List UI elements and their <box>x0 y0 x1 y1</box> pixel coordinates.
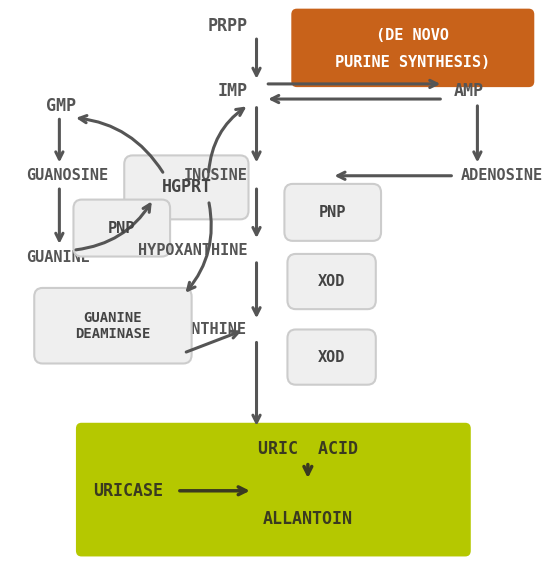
FancyBboxPatch shape <box>73 200 170 256</box>
Text: XOD: XOD <box>318 350 345 364</box>
Text: PNP: PNP <box>319 205 346 220</box>
Text: HGPRT: HGPRT <box>162 178 211 196</box>
Text: INOSINE: INOSINE <box>183 168 247 183</box>
FancyBboxPatch shape <box>284 184 381 241</box>
Text: URICASE: URICASE <box>93 482 163 500</box>
Text: HYPOXANTHINE: HYPOXANTHINE <box>138 243 247 258</box>
FancyBboxPatch shape <box>76 423 471 557</box>
FancyBboxPatch shape <box>287 329 376 385</box>
FancyBboxPatch shape <box>124 155 249 220</box>
Text: PURINE SYNTHESIS): PURINE SYNTHESIS) <box>335 55 491 70</box>
FancyBboxPatch shape <box>34 288 191 363</box>
Text: GUANOSINE: GUANOSINE <box>26 168 108 183</box>
Text: GUANINE: GUANINE <box>26 249 90 265</box>
Text: AMP: AMP <box>454 82 484 100</box>
FancyBboxPatch shape <box>291 9 534 87</box>
Text: PNP: PNP <box>108 221 135 235</box>
Text: ADENOSINE: ADENOSINE <box>461 168 543 183</box>
Text: IMP: IMP <box>217 82 247 100</box>
Text: (DE NOVO: (DE NOVO <box>376 27 450 43</box>
Text: GMP: GMP <box>46 97 75 115</box>
Text: PRPP: PRPP <box>207 18 247 36</box>
FancyBboxPatch shape <box>287 254 376 309</box>
Text: XANTHINE: XANTHINE <box>174 322 247 338</box>
Text: GUANINE
DEAMINASE: GUANINE DEAMINASE <box>75 311 150 341</box>
Text: XOD: XOD <box>318 274 345 289</box>
Text: URIC  ACID: URIC ACID <box>258 440 358 458</box>
Text: ALLANTOIN: ALLANTOIN <box>263 510 353 528</box>
